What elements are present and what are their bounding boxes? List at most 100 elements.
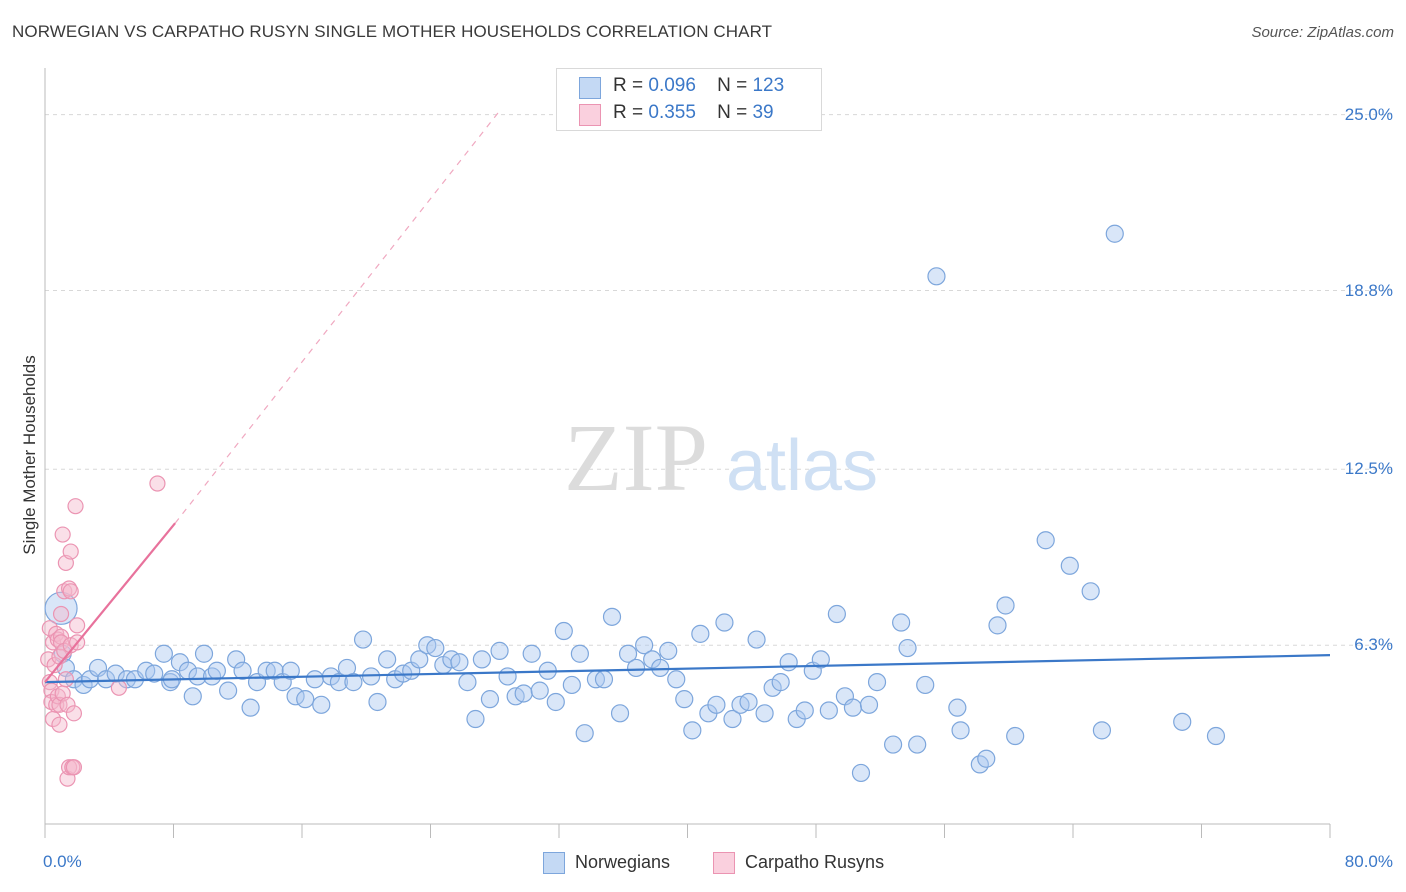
legend-label-carpatho: Carpatho Rusyns (745, 852, 885, 872)
norwegians-point (1060, 556, 1079, 575)
norwegians-point (368, 692, 387, 712)
norwegians-point (241, 698, 260, 717)
legend-n-value: 39 (752, 102, 774, 123)
carpatho-point (149, 475, 166, 492)
legend-n-label: N = (717, 102, 748, 123)
norwegians-point (472, 650, 491, 669)
legend-r-label: R = (613, 102, 644, 123)
norwegians-point (892, 613, 911, 632)
legend-label-norwegians: Norwegians (575, 852, 671, 872)
norwegians-point (514, 684, 533, 703)
watermark-atlas: atlas (726, 426, 878, 506)
carpatho-point (57, 671, 74, 688)
norwegians-point (948, 698, 967, 717)
legend-swatch-pink (713, 852, 735, 874)
y-tick-label: 18.8% (1344, 280, 1393, 300)
carpatho-point (54, 526, 71, 543)
norwegians-point (498, 667, 517, 686)
source-label: Source: ZipAtlas.com (1251, 24, 1394, 41)
norwegians-point (827, 604, 846, 624)
norwegians-point (771, 673, 790, 692)
norwegians-point (977, 749, 996, 768)
carpatho-point (51, 716, 68, 733)
norwegians-point (353, 630, 373, 649)
norwegians-point (1105, 224, 1124, 243)
norwegians-point (522, 644, 541, 663)
x-tick-min: 0.0% (43, 852, 82, 871)
legend-n-label: N = (717, 75, 748, 96)
carpatho-trend-line (44, 522, 176, 683)
norwegians-point (466, 709, 485, 729)
norwegians-point (344, 673, 363, 692)
y-tick-label: 12.5% (1344, 459, 1393, 479)
norwegians-point (851, 763, 871, 783)
norwegians-point (691, 624, 710, 643)
norwegians-point (1206, 726, 1226, 746)
norwegians-point (602, 607, 622, 626)
norwegians-point (312, 695, 331, 714)
norwegians-point (480, 690, 500, 709)
norwegians-point (927, 267, 946, 286)
series-norwegians (44, 224, 1226, 783)
norwegians-point (161, 673, 180, 692)
carpatho-point (65, 705, 83, 722)
carpatho-point (59, 696, 76, 713)
legend-swatch-blue (579, 77, 601, 99)
norwegians-point (305, 670, 324, 689)
carpatho-point (48, 625, 65, 642)
norwegians-point (490, 641, 509, 660)
norwegians-point (811, 650, 830, 669)
norwegians-point (106, 664, 125, 683)
legend-swatch-pink (579, 104, 601, 126)
norwegians-point (233, 661, 252, 680)
norwegians-point (202, 667, 222, 686)
norwegians-point (458, 673, 477, 692)
norwegians-point (1092, 721, 1112, 740)
norwegians-point (916, 675, 935, 695)
norwegians-point (707, 695, 726, 714)
carpatho-point (65, 759, 83, 776)
norwegians-point (546, 692, 565, 712)
norwegians-point (219, 681, 238, 700)
norwegians-point (96, 670, 116, 689)
carpatho-trend-extension (174, 108, 502, 524)
norwegians-point (410, 650, 429, 669)
norwegians-point (296, 690, 315, 709)
norwegians-point (618, 644, 638, 663)
norwegians-point (570, 644, 589, 663)
norwegians-point (44, 591, 78, 625)
legend-n-value: 123 (752, 75, 785, 96)
chart-title: NORWEGIAN VS CARPATHO RUSYN SINGLE MOTHE… (12, 22, 773, 41)
stats-legend: R = 0.096 N = 123 R = 0.355 N = 39 (556, 68, 822, 131)
norwegians-point (859, 695, 879, 714)
norwegians-point (908, 735, 927, 754)
norwegians-point (635, 636, 654, 655)
norwegians-point (996, 596, 1015, 615)
watermark-zip: ZIP (564, 404, 708, 511)
y-tick-label: 25.0% (1344, 104, 1393, 124)
norwegians-point (651, 658, 670, 678)
norwegians-point (530, 681, 549, 700)
norwegians-point (951, 721, 970, 740)
carpatho-point (67, 498, 84, 515)
norwegians-point (883, 735, 903, 754)
norwegians-point (562, 675, 581, 695)
norwegians-point (683, 721, 702, 740)
norwegians-point (1006, 726, 1025, 746)
norwegians-point (554, 621, 573, 641)
norwegians-point (154, 644, 173, 663)
legend-r-value: 0.096 (648, 75, 696, 96)
norwegians-point (755, 704, 774, 723)
y-tick-label: 6.3% (1354, 635, 1393, 655)
legend-r-label: R = (613, 75, 644, 96)
carpatho-point (56, 583, 73, 600)
norwegians-point (715, 613, 734, 632)
carpatho-point (69, 617, 86, 634)
norwegians-point (329, 673, 349, 692)
norwegians-point (667, 670, 686, 689)
carpatho-point (62, 543, 79, 560)
norwegians-point (378, 650, 397, 669)
norwegians-point (1036, 531, 1055, 550)
norwegians-point (795, 701, 814, 720)
carpatho-point (52, 634, 70, 651)
